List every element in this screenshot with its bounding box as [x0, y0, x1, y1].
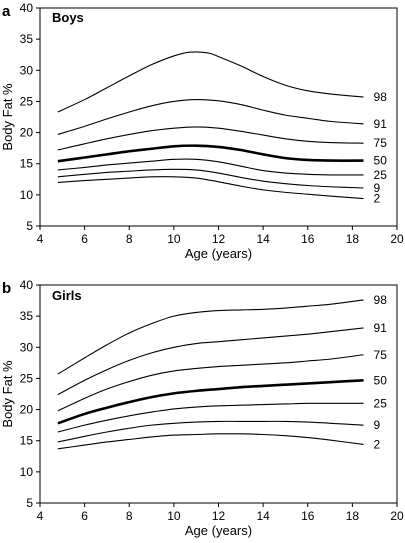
y-tick-label: 30	[20, 340, 34, 354]
plot-frame	[39, 7, 398, 227]
y-tick-label: 20	[20, 126, 34, 140]
panel-letter: a	[2, 3, 11, 20]
centile-label-9: 9	[374, 181, 381, 195]
x-tick-label: 4	[37, 509, 44, 523]
x-tick-label: 16	[301, 232, 315, 246]
x-tick-label: 8	[126, 232, 133, 246]
panel-letter: b	[2, 280, 11, 297]
x-tick-label: 4	[37, 232, 44, 246]
centile-label-9: 9	[374, 418, 381, 432]
x-tick-label: 18	[346, 232, 360, 246]
chart-panel-b: 4 6 8 10 12 14 16 18 20 5 10 15 20 25 30 35 40 Age (years…	[0, 278, 404, 538]
centile-curve-75	[57, 126, 364, 151]
y-tick-label: 20	[20, 403, 34, 417]
centile-label-91: 91	[374, 117, 388, 131]
centile-label-75: 75	[374, 136, 388, 150]
x-tick-label: 12	[212, 509, 226, 523]
y-tick-label: 5	[26, 496, 33, 510]
y-tick-label: 25	[20, 94, 34, 108]
centile-label-50: 50	[374, 154, 388, 168]
x-tick-label: 18	[346, 509, 360, 523]
y-tick-label: 15	[20, 434, 34, 448]
y-tick-label: 35	[20, 32, 34, 46]
centile-label-98: 98	[374, 293, 388, 307]
centile-label-98: 98	[374, 90, 388, 104]
panel-title: Boys	[52, 10, 84, 25]
y-tick-label: 10	[20, 188, 34, 202]
x-axis-label: Age (years)	[185, 523, 252, 538]
centile-label-50: 50	[374, 373, 388, 387]
x-tick-label: 14	[256, 232, 270, 246]
chart-panel-a: 4 6 8 10 12 14 16 18 20 5 10 15 20 25 30 35 40 Age (years…	[0, 1, 404, 261]
centile-curve-98	[57, 51, 364, 113]
centile-label-91: 91	[374, 321, 388, 335]
x-tick-label: 6	[81, 232, 88, 246]
centile-curve-2	[57, 176, 364, 200]
x-tick-label: 8	[126, 509, 133, 523]
x-tick-label: 6	[81, 509, 88, 523]
centile-curve-25	[57, 402, 364, 433]
centile-label-25: 25	[374, 396, 388, 410]
x-tick-label: 14	[256, 509, 270, 523]
x-tick-label: 20	[390, 232, 404, 246]
centile-curve-91	[57, 327, 364, 396]
y-tick-label: 40	[20, 278, 34, 292]
y-tick-label: 25	[20, 371, 34, 385]
y-tick-label: 40	[20, 1, 34, 15]
centile-label-25: 25	[374, 168, 388, 182]
centile-curve-75	[57, 354, 364, 412]
x-tick-label: 10	[167, 232, 181, 246]
y-tick-label: 30	[20, 63, 34, 77]
centile-curve-9	[57, 168, 364, 189]
x-tick-label: 16	[301, 509, 315, 523]
centile-curve-50	[57, 379, 364, 425]
centile-label-75: 75	[374, 348, 388, 362]
y-tick-label: 10	[20, 465, 34, 479]
x-tick-label: 12	[212, 232, 226, 246]
centile-curve-25	[57, 158, 364, 176]
y-tick-label: 35	[20, 309, 34, 323]
centile-label-2: 2	[374, 192, 381, 206]
y-tick-label: 5	[26, 219, 33, 233]
centile-curve-2	[57, 433, 364, 450]
centile-curve-98	[57, 299, 364, 375]
centile-curve-9	[57, 420, 364, 443]
centile-label-2: 2	[374, 437, 381, 451]
y-tick-label: 15	[20, 157, 34, 171]
panel-title: Girls	[52, 288, 82, 303]
x-tick-label: 20	[390, 509, 404, 523]
y-axis-label: Body Fat %	[0, 360, 15, 428]
y-axis-label: Body Fat %	[0, 83, 15, 151]
centile-curve-91	[57, 99, 364, 135]
x-tick-label: 10	[167, 509, 181, 523]
x-axis-label: Age (years)	[185, 246, 252, 261]
centile-curve-50	[57, 144, 364, 163]
